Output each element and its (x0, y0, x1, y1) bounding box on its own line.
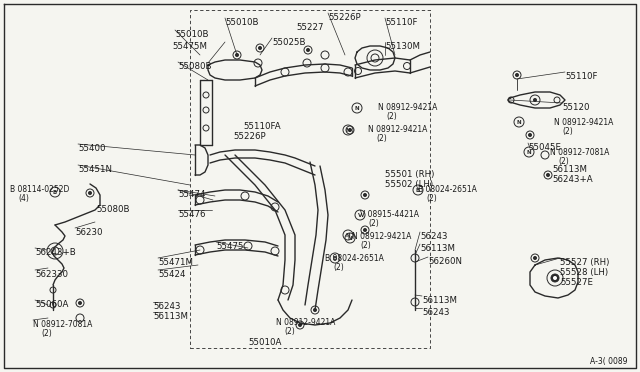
Circle shape (553, 276, 557, 280)
Text: 56243+B: 56243+B (35, 248, 76, 257)
Text: (2): (2) (333, 263, 344, 272)
Text: (2): (2) (562, 127, 573, 136)
Text: (2): (2) (558, 157, 569, 166)
Text: 55010B: 55010B (175, 30, 209, 39)
Text: 56243: 56243 (420, 232, 447, 241)
Text: 55045E: 55045E (528, 143, 561, 152)
Text: (2): (2) (360, 241, 371, 250)
Text: N: N (346, 128, 350, 132)
Text: 55475: 55475 (216, 242, 243, 251)
Text: N: N (527, 150, 531, 154)
Text: N 08912-7081A: N 08912-7081A (33, 320, 92, 329)
Text: 55471M: 55471M (158, 258, 193, 267)
Text: 56243+A: 56243+A (552, 175, 593, 184)
Circle shape (533, 98, 537, 102)
Circle shape (515, 73, 519, 77)
Text: V 08915-4421A: V 08915-4421A (360, 210, 419, 219)
Text: 55451N: 55451N (78, 165, 112, 174)
Text: 56260N: 56260N (428, 257, 462, 266)
Circle shape (88, 191, 92, 195)
Circle shape (546, 173, 550, 177)
Text: N: N (346, 232, 350, 237)
Circle shape (363, 228, 367, 232)
Text: 56113M: 56113M (420, 244, 455, 253)
Text: 56243: 56243 (422, 308, 449, 317)
Circle shape (258, 46, 262, 50)
Circle shape (528, 133, 532, 137)
Circle shape (348, 128, 352, 132)
Text: (2): (2) (426, 194, 436, 203)
Text: 56113M: 56113M (153, 312, 188, 321)
Text: 55010B: 55010B (225, 18, 259, 27)
Text: N 08912-7081A: N 08912-7081A (550, 148, 609, 157)
Text: (2): (2) (41, 329, 52, 338)
Text: A-3( 0089: A-3( 0089 (590, 357, 627, 366)
Text: 55227: 55227 (296, 23, 323, 32)
Text: 55527E: 55527E (560, 278, 593, 287)
Text: B 08114-0252D: B 08114-0252D (10, 185, 69, 194)
Text: 55226P: 55226P (328, 13, 360, 22)
Text: (4): (4) (18, 194, 29, 203)
Text: B: B (53, 189, 57, 195)
Text: 55080B: 55080B (178, 62, 211, 71)
Text: 55474: 55474 (178, 190, 205, 199)
Text: 55110FA: 55110FA (243, 122, 280, 131)
Text: V: V (358, 212, 362, 218)
Text: N: N (355, 106, 359, 110)
Text: 562330: 562330 (35, 270, 68, 279)
Text: 56230: 56230 (75, 228, 102, 237)
Circle shape (533, 256, 537, 260)
Circle shape (78, 301, 82, 305)
Text: (2): (2) (386, 112, 397, 121)
Text: 55528 (LH): 55528 (LH) (560, 268, 608, 277)
Text: B 08024-2651A: B 08024-2651A (418, 185, 477, 194)
Text: 56243: 56243 (153, 302, 180, 311)
Text: 55130M: 55130M (385, 42, 420, 51)
Text: 55502 (LH): 55502 (LH) (385, 180, 433, 189)
Text: (2): (2) (376, 134, 387, 143)
Circle shape (551, 274, 559, 282)
Text: (2): (2) (284, 327, 295, 336)
Text: N 08912-9421A: N 08912-9421A (378, 103, 437, 112)
Text: N: N (516, 119, 522, 125)
Text: N 08912-9421A: N 08912-9421A (554, 118, 613, 127)
Text: 55424: 55424 (158, 270, 186, 279)
Circle shape (235, 53, 239, 57)
Text: 56113M: 56113M (422, 296, 457, 305)
Text: B: B (416, 187, 420, 192)
Text: 55400: 55400 (78, 144, 106, 153)
Text: 55110F: 55110F (565, 72, 598, 81)
Text: N 08912-9421A: N 08912-9421A (276, 318, 335, 327)
Text: 55226P: 55226P (233, 132, 266, 141)
Text: 55120: 55120 (562, 103, 589, 112)
Text: (2): (2) (368, 219, 379, 228)
Text: 55110F: 55110F (385, 18, 417, 27)
Text: 55010A: 55010A (248, 338, 282, 347)
Text: N 08912-9421A: N 08912-9421A (352, 232, 412, 241)
Text: 55025B: 55025B (272, 38, 305, 47)
Text: 55476: 55476 (178, 210, 205, 219)
Text: 55475M: 55475M (172, 42, 207, 51)
Circle shape (298, 323, 302, 327)
Text: 55501 (RH): 55501 (RH) (385, 170, 435, 179)
Text: 56113M: 56113M (552, 165, 587, 174)
Text: 55080B: 55080B (96, 205, 129, 214)
Text: B 08024-2651A: B 08024-2651A (325, 254, 384, 263)
Text: B: B (333, 256, 337, 260)
Text: 55060A: 55060A (35, 300, 68, 309)
Circle shape (313, 308, 317, 312)
Text: N 08912-9421A: N 08912-9421A (368, 125, 428, 134)
Text: 55527 (RH): 55527 (RH) (560, 258, 609, 267)
Text: N: N (348, 235, 352, 241)
Circle shape (306, 48, 310, 52)
Circle shape (363, 193, 367, 197)
